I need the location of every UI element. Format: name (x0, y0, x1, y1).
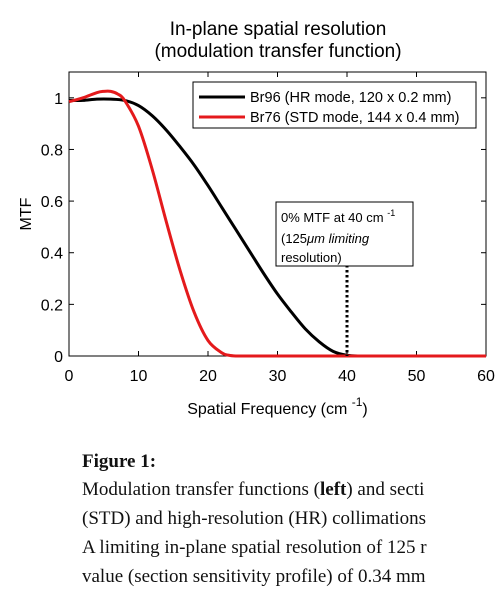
y-tick-label: 0.8 (41, 142, 63, 159)
annotation-exponent: -1 (387, 208, 395, 218)
x-axis-label-text: Spatial Frequency (cm (187, 401, 352, 418)
caption-text: Modulation transfer functions ( (82, 479, 320, 500)
x-axis-label: Spatial Frequency (cm -1) (187, 395, 368, 418)
annotation-line: resolution) (281, 250, 342, 265)
annotation-box: 0% MTF at 40 cm -1 (125μm limiting resolut… (275, 201, 414, 356)
series-line-br76 (68, 89, 486, 358)
annotation-line: 0% MTF at 40 cm -1 (281, 208, 395, 225)
annotation-line: (125μm limiting (281, 231, 370, 246)
caption-bold-text: left (319, 479, 347, 500)
y-tick-label: 0.4 (41, 246, 63, 263)
y-tick-label: 0.2 (41, 297, 63, 314)
x-tick-label: 20 (199, 368, 217, 385)
title-line: In-plane spatial resolution (170, 19, 387, 40)
caption-line-3: A limiting in-plane spatial resolution o… (82, 537, 427, 558)
legend-entry: Br76 (STD mode, 144 x 0.4 mm) (250, 110, 460, 126)
title-line: (modulation transfer function) (154, 41, 401, 62)
y-axis-ticks: 0 0.2 0.4 0.6 0.8 1 (41, 91, 486, 366)
x-tick-label: 40 (338, 368, 356, 385)
annotation-text: (125 (281, 231, 307, 246)
legend-entry: Br96 (HR mode, 120 x 0.2 mm) (250, 90, 451, 106)
x-tick-label: 60 (477, 368, 495, 385)
chart-title: In-plane spatial resolution(modulation t… (154, 19, 401, 62)
mtf-chart: In-plane spatial resolution(modulation t… (18, 19, 495, 418)
x-axis-ticks: 0 10 20 30 40 50 60 (65, 72, 495, 385)
x-tick-label: 50 (408, 368, 426, 385)
annotation-text: 0% MTF at 40 cm (281, 210, 387, 225)
caption-heading: Figure 1: (82, 451, 157, 472)
x-tick-label: 30 (269, 368, 287, 385)
caption-text: ) and secti (346, 479, 425, 500)
figure-caption: Figure 1: Modulation transfer functions … (82, 448, 502, 591)
y-axis-label: MTF (18, 197, 35, 230)
x-tick-label: 10 (130, 368, 148, 385)
x-axis-label-exponent: -1 (352, 395, 363, 409)
legend-frame (192, 81, 477, 129)
x-tick-label: 0 (65, 368, 74, 385)
x-axis-label-text: ) (362, 401, 367, 418)
annotation-text: μm limiting (306, 231, 370, 246)
y-tick-label: 1 (54, 91, 63, 108)
annotation-box-frame (275, 201, 414, 267)
caption-line-4: value (section sensitivity profile) of 0… (82, 566, 426, 587)
y-tick-label: 0 (54, 349, 63, 366)
y-tick-label: 0.6 (41, 194, 63, 211)
caption-line-2: (STD) and high-resolution (HR) collimati… (82, 508, 427, 529)
series-lines (68, 89, 486, 358)
caption-line-1: Modulation transfer functions (left) and… (82, 475, 502, 504)
legend: Br96 (HR mode, 120 x 0.2 mm) Br76 (STD mo… (192, 81, 477, 129)
